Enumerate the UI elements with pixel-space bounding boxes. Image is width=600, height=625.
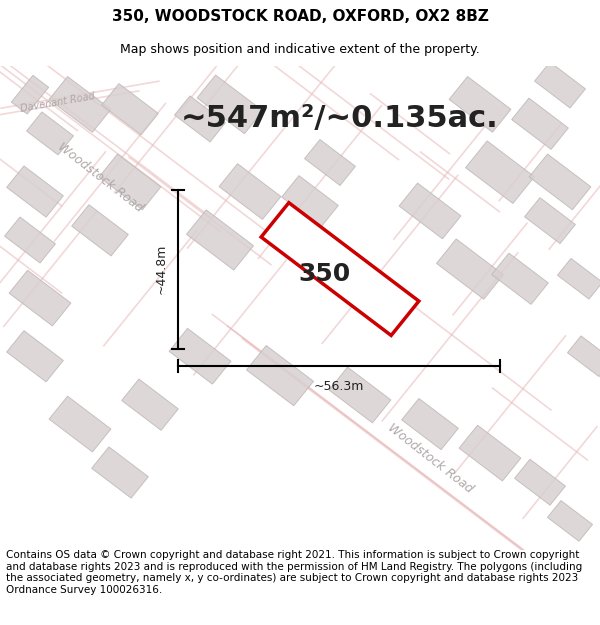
Polygon shape — [247, 346, 313, 406]
Polygon shape — [466, 141, 535, 204]
Text: Woodstock Road: Woodstock Road — [385, 421, 475, 495]
Text: ~547m²/~0.135ac.: ~547m²/~0.135ac. — [181, 104, 499, 133]
Polygon shape — [524, 198, 575, 244]
Polygon shape — [512, 98, 568, 149]
Polygon shape — [219, 164, 281, 219]
Polygon shape — [175, 96, 226, 142]
Text: 350: 350 — [299, 262, 351, 286]
Polygon shape — [449, 76, 511, 132]
Text: ~44.8m: ~44.8m — [155, 244, 168, 294]
Polygon shape — [49, 396, 111, 452]
Polygon shape — [9, 270, 71, 326]
Polygon shape — [71, 205, 128, 256]
Polygon shape — [11, 76, 49, 114]
Polygon shape — [169, 328, 231, 384]
Polygon shape — [187, 210, 253, 270]
Polygon shape — [122, 379, 178, 430]
Polygon shape — [7, 331, 64, 382]
Polygon shape — [92, 447, 148, 498]
Polygon shape — [459, 425, 521, 481]
Polygon shape — [529, 154, 591, 210]
Text: Map shows position and indicative extent of the property.: Map shows position and indicative extent… — [120, 42, 480, 56]
Polygon shape — [26, 112, 73, 155]
Polygon shape — [329, 367, 391, 423]
Polygon shape — [401, 399, 458, 449]
Polygon shape — [281, 176, 338, 227]
Polygon shape — [515, 459, 565, 505]
Polygon shape — [197, 75, 263, 134]
Polygon shape — [261, 202, 419, 336]
Polygon shape — [99, 154, 161, 210]
Polygon shape — [568, 336, 600, 377]
Text: 350, WOODSTOCK ROAD, OXFORD, OX2 8BZ: 350, WOODSTOCK ROAD, OXFORD, OX2 8BZ — [112, 9, 488, 24]
Polygon shape — [437, 239, 503, 299]
Polygon shape — [535, 62, 586, 108]
Polygon shape — [5, 217, 55, 263]
Polygon shape — [557, 258, 600, 299]
Text: Contains OS data © Crown copyright and database right 2021. This information is : Contains OS data © Crown copyright and d… — [6, 550, 582, 595]
Text: Woodstock Road: Woodstock Road — [55, 140, 145, 214]
Text: ~56.3m: ~56.3m — [314, 379, 364, 392]
Polygon shape — [491, 253, 548, 304]
Polygon shape — [305, 139, 355, 186]
Polygon shape — [49, 76, 111, 132]
Polygon shape — [547, 501, 593, 541]
Polygon shape — [399, 183, 461, 239]
Polygon shape — [7, 166, 64, 217]
Polygon shape — [101, 84, 158, 135]
Text: Davenant Road: Davenant Road — [20, 91, 96, 114]
